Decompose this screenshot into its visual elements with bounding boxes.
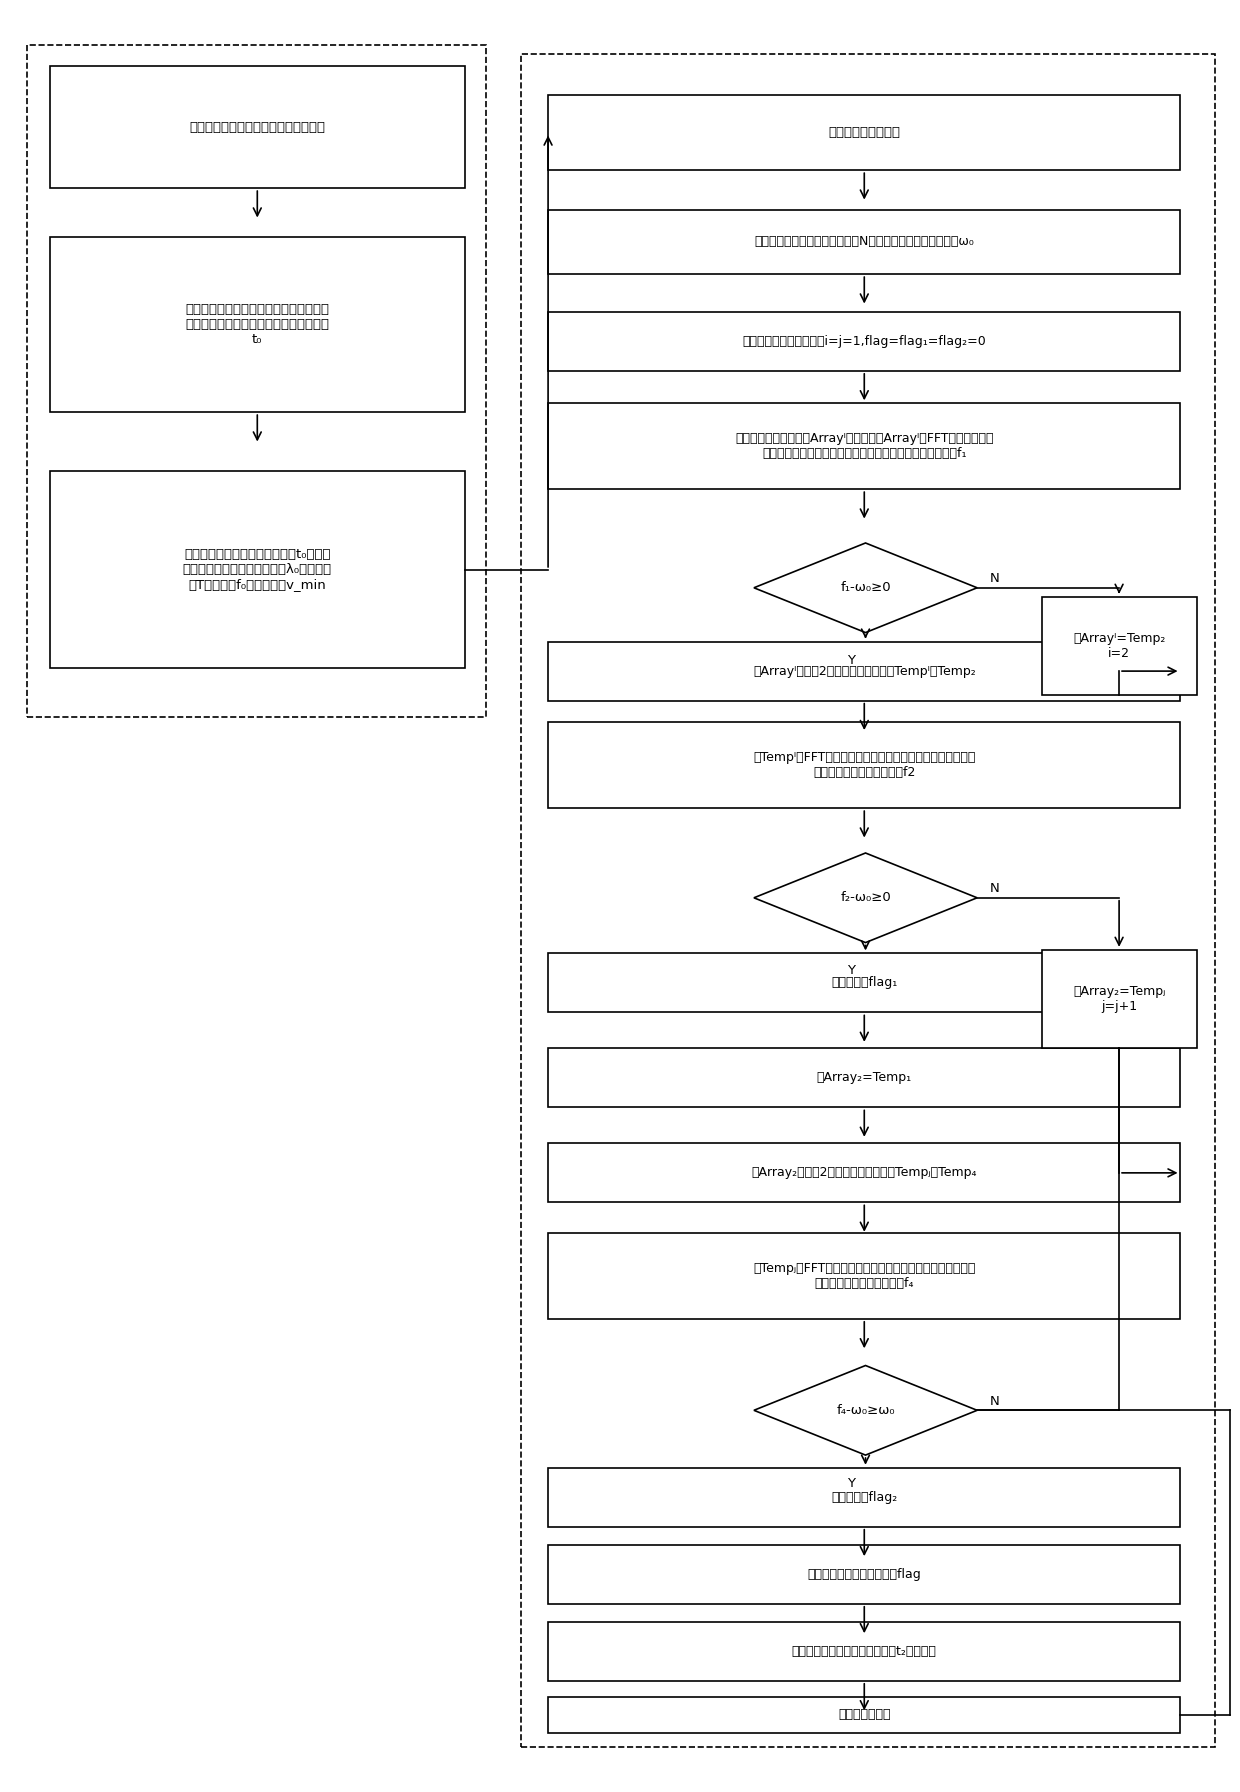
Polygon shape (754, 853, 977, 943)
FancyBboxPatch shape (548, 210, 1180, 274)
Text: 读取数据及相关参数: 读取数据及相关参数 (828, 125, 900, 140)
FancyBboxPatch shape (1042, 597, 1197, 695)
Text: f₂-ω₀≥0: f₂-ω₀≥0 (841, 891, 890, 905)
Text: 令Array₂=Temp₁: 令Array₂=Temp₁ (817, 1072, 911, 1084)
Text: 对Tempᴵ做FFT，得到其频谱分布，找到频谱分布中频谱幅値
最大的频点，将其频率记为f2: 对Tempᴵ做FFT，得到其频谱分布，找到频谱分布中频谱幅値 最大的频点，将其频… (753, 751, 976, 780)
Text: 对Tempⱼ做FFT，得到其频谱分布，找到频谱分布中频谱幅値
最大的频点，将其频率记为f₄: 对Tempⱼ做FFT，得到其频谱分布，找到频谱分布中频谱幅値 最大的频点，将其频… (753, 1262, 976, 1290)
FancyBboxPatch shape (548, 312, 1180, 371)
Text: 令Arrayᴵ=Temp₂
i=2: 令Arrayᴵ=Temp₂ i=2 (1073, 633, 1166, 659)
Text: N: N (990, 572, 999, 586)
Text: 计算测速仪所采集数据的总点数N、可分辨的最小多普勒频差ω₀: 计算测速仪所采集数据的总点数N、可分辨的最小多普勒频差ω₀ (754, 235, 975, 249)
Text: 计算运动起始点对应的绝对时刻t₂，并输出: 计算运动起始点对应的绝对时刻t₂，并输出 (792, 1645, 936, 1658)
Text: 控制激光多普勒测速仪工作，采集数据: 控制激光多普勒测速仪工作，采集数据 (190, 120, 325, 134)
FancyBboxPatch shape (548, 722, 1180, 808)
Polygon shape (754, 1366, 977, 1455)
Text: 计算标记位flag₁: 计算标记位flag₁ (831, 977, 898, 989)
FancyBboxPatch shape (548, 1545, 1180, 1604)
FancyBboxPatch shape (50, 66, 465, 188)
Text: 计算标记位flag₂: 计算标记位flag₂ (831, 1491, 898, 1503)
Text: N: N (990, 1394, 999, 1409)
Text: 初始化计数位与标识位：i=j=1,flag=flag₁=flag₂=0: 初始化计数位与标识位：i=j=1,flag=flag₁=flag₂=0 (743, 335, 986, 348)
FancyBboxPatch shape (1042, 950, 1197, 1048)
Text: Y: Y (847, 654, 854, 667)
FancyBboxPatch shape (50, 237, 465, 412)
FancyBboxPatch shape (50, 471, 465, 668)
FancyBboxPatch shape (548, 95, 1180, 170)
Polygon shape (754, 543, 977, 633)
FancyBboxPatch shape (548, 642, 1180, 701)
Text: 将Array₂均分为2个数组，分别命名为Tempⱼ和Temp₄: 将Array₂均分为2个数组，分别命名为Tempⱼ和Temp₄ (751, 1167, 977, 1179)
FancyBboxPatch shape (548, 1697, 1180, 1733)
Text: f₁-ω₀≥0: f₁-ω₀≥0 (841, 581, 890, 595)
Text: 激测物体未运动: 激测物体未运动 (838, 1708, 890, 1722)
FancyBboxPatch shape (548, 953, 1180, 1012)
Text: 读取所采集数据的起点对应时刻t₀、激光
多普勒测速仪所选用激光波长λ₀、采集时
间T、采样率f₀和测速下限v_min: 读取所采集数据的起点对应时刻t₀、激光 多普勒测速仪所选用激光波长λ₀、采集时 … (182, 548, 332, 591)
Text: 将Arrayᴵ均分为2个数组，分别命名为Tempᴵ和Temp₂: 将Arrayᴵ均分为2个数组，分别命名为Tempᴵ和Temp₂ (753, 665, 976, 677)
Text: N: N (990, 882, 999, 896)
FancyBboxPatch shape (548, 1233, 1180, 1319)
FancyBboxPatch shape (521, 54, 1215, 1747)
Text: 激光多普勒测速仪完成采集工作后，由测
速仪内部时钟获取开始数据采集时的时刻
t₀: 激光多普勒测速仪完成采集工作后，由测 速仪内部时钟获取开始数据采集时的时刻 t₀ (185, 303, 330, 346)
Text: 将采集到的数据放置在Arrayᴵ数组中，对Arrayᴵ做FFT，得到其频谱
分布，找到频谱分布中频谱幅値最大的频点，将其频率即为f₁: 将采集到的数据放置在Arrayᴵ数组中，对Arrayᴵ做FFT，得到其频谱 分布… (735, 432, 993, 461)
FancyBboxPatch shape (548, 1622, 1180, 1681)
Text: 计算最终运动起点的标记位flag: 计算最终运动起点的标记位flag (807, 1568, 921, 1581)
Text: 令Array₂=Tempⱼ
j=j+1: 令Array₂=Tempⱼ j=j+1 (1073, 986, 1166, 1012)
FancyBboxPatch shape (548, 1143, 1180, 1202)
FancyBboxPatch shape (548, 403, 1180, 489)
FancyBboxPatch shape (548, 1048, 1180, 1107)
FancyBboxPatch shape (548, 1468, 1180, 1527)
Text: Y: Y (847, 1477, 854, 1489)
FancyBboxPatch shape (27, 45, 486, 717)
Text: f₄-ω₀≥ω₀: f₄-ω₀≥ω₀ (836, 1403, 895, 1417)
Text: Y: Y (847, 964, 854, 977)
